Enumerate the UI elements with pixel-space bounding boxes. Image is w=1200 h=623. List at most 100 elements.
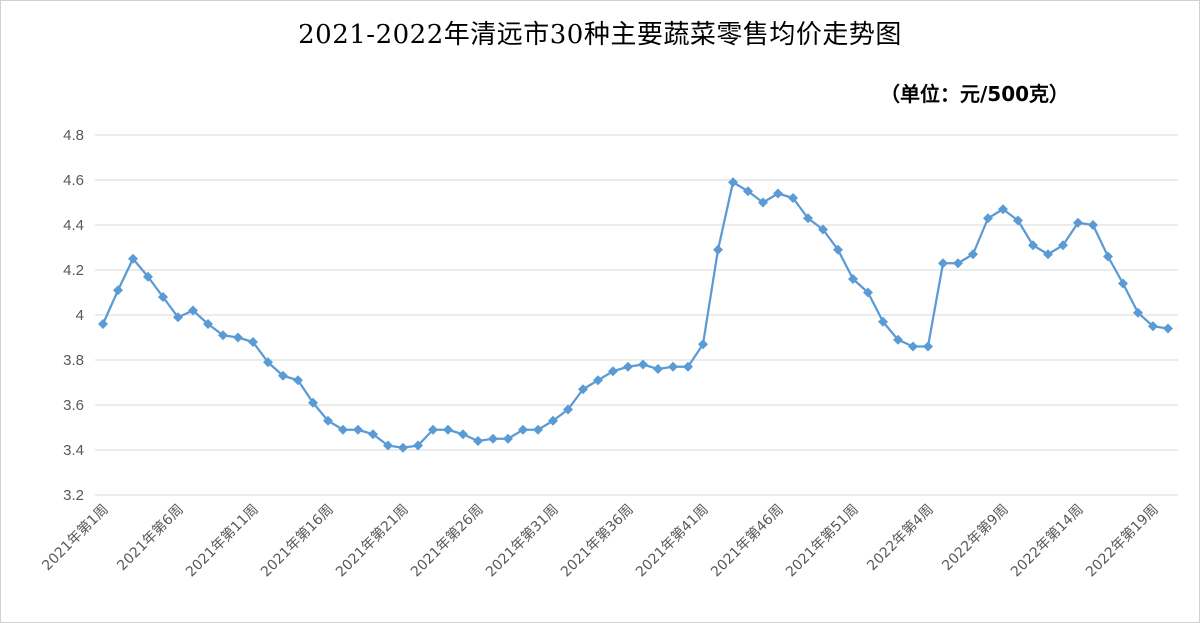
data-point: [428, 424, 438, 435]
data-point: [413, 440, 423, 451]
data-point: [1058, 240, 1068, 251]
data-point: [113, 285, 123, 296]
data-point: [1043, 249, 1053, 260]
data-point: [518, 424, 528, 435]
data-point: [293, 375, 303, 386]
data-point: [488, 433, 498, 444]
data-point: [863, 287, 873, 298]
data-point: [878, 316, 888, 327]
data-point: [533, 424, 543, 435]
y-tick-label: 3.8: [63, 352, 84, 369]
data-point: [683, 361, 693, 372]
data-point: [563, 404, 573, 415]
data-point: [248, 337, 258, 347]
data-point: [353, 424, 363, 435]
data-point: [1103, 251, 1113, 262]
data-point: [953, 258, 963, 269]
data-point: [998, 204, 1008, 215]
data-point: [323, 415, 333, 426]
x-axis-ticks: 2021年第1周 2021年第6周2021年第11周2021年第16周2021年第…: [39, 501, 1162, 581]
data-point: [173, 312, 183, 323]
data-point: [263, 357, 273, 368]
data-point: [188, 305, 198, 316]
data-point: [1118, 278, 1128, 289]
y-tick-label: 3.4: [63, 442, 84, 459]
data-point: [1073, 217, 1083, 228]
data-point: [1028, 240, 1038, 251]
data-point: [458, 429, 468, 440]
x-tick-label: 2021年第1周: [39, 501, 112, 574]
x-tick-label: 2021年第11周: [182, 501, 262, 581]
x-tick-label: 2022年第14周: [1007, 501, 1087, 581]
x-tick-label: 2021年第26周: [407, 501, 487, 581]
data-point: [1088, 220, 1098, 230]
data-point: [608, 366, 618, 377]
data-point: [818, 224, 828, 235]
data-point: [338, 424, 348, 435]
data-point: [668, 361, 678, 372]
data-point: [623, 361, 633, 372]
series-group: [98, 177, 1173, 453]
data-point: [968, 249, 978, 260]
data-point: [233, 332, 243, 343]
y-tick-label: 4.8: [63, 127, 84, 144]
data-point: [218, 330, 228, 341]
data-point: [1013, 215, 1023, 226]
x-tick-label: 2021年第31周: [482, 501, 562, 581]
y-tick-label: 4.4: [63, 217, 84, 234]
x-tick-label: 2021年第51周: [782, 501, 862, 581]
data-point: [1133, 307, 1143, 318]
y-tick-label: 4.6: [63, 172, 84, 189]
x-tick-label: 2021年第21周: [332, 501, 412, 581]
data-point: [938, 258, 948, 269]
data-point: [848, 274, 858, 284]
data-point: [143, 271, 153, 282]
data-point: [893, 334, 903, 345]
data-point: [443, 424, 453, 435]
data-point: [128, 253, 138, 264]
data-point: [593, 375, 603, 386]
x-tick-label: 2021年第36周: [557, 501, 637, 581]
y-tick-label: 4: [76, 307, 84, 324]
data-point: [758, 197, 768, 208]
data-point: [1148, 321, 1158, 332]
chart-title: 2021-2022年清远市30种主要蔬菜零售均价走势图: [298, 20, 902, 50]
data-point: [158, 292, 168, 302]
data-point: [1163, 323, 1173, 334]
y-tick-label: 3.2: [63, 487, 84, 504]
y-tick-label: 3.6: [63, 397, 84, 414]
x-tick-label: 2021年第41周: [632, 501, 712, 581]
data-point: [653, 364, 663, 374]
data-point: [473, 436, 483, 446]
data-point: [833, 244, 843, 255]
data-point: [638, 359, 648, 370]
x-tick-label: 2022年第4周: [864, 501, 937, 574]
data-point: [698, 339, 708, 350]
data-point: [773, 188, 783, 199]
gridlines: [95, 134, 1178, 496]
data-point: [803, 213, 813, 224]
y-tick-label: 4.2: [63, 262, 84, 279]
data-point: [398, 442, 408, 453]
x-tick-label: 2021年第46周: [707, 501, 787, 581]
data-point: [548, 415, 558, 426]
data-point: [503, 433, 513, 444]
x-tick-label: 2021年第16周: [257, 501, 337, 581]
x-tick-label: 2021年第6周: [114, 501, 187, 574]
data-point: [983, 213, 993, 224]
y-axis-ticks: 3.2 3.4 3.6 3.8 4 4.2 4.4 4.6 4.8: [63, 127, 84, 504]
data-point: [368, 429, 378, 440]
data-point: [278, 370, 288, 381]
data-point: [203, 319, 213, 329]
data-point: [383, 440, 393, 451]
data-point: [578, 384, 588, 395]
unit-label: （单位：元/500克）: [880, 82, 1070, 106]
data-point: [308, 397, 318, 408]
data-point: [908, 341, 918, 352]
data-point: [98, 319, 108, 329]
data-point: [713, 244, 723, 255]
data-point: [743, 186, 753, 197]
x-tick-label: 2022年第9周: [939, 501, 1012, 574]
